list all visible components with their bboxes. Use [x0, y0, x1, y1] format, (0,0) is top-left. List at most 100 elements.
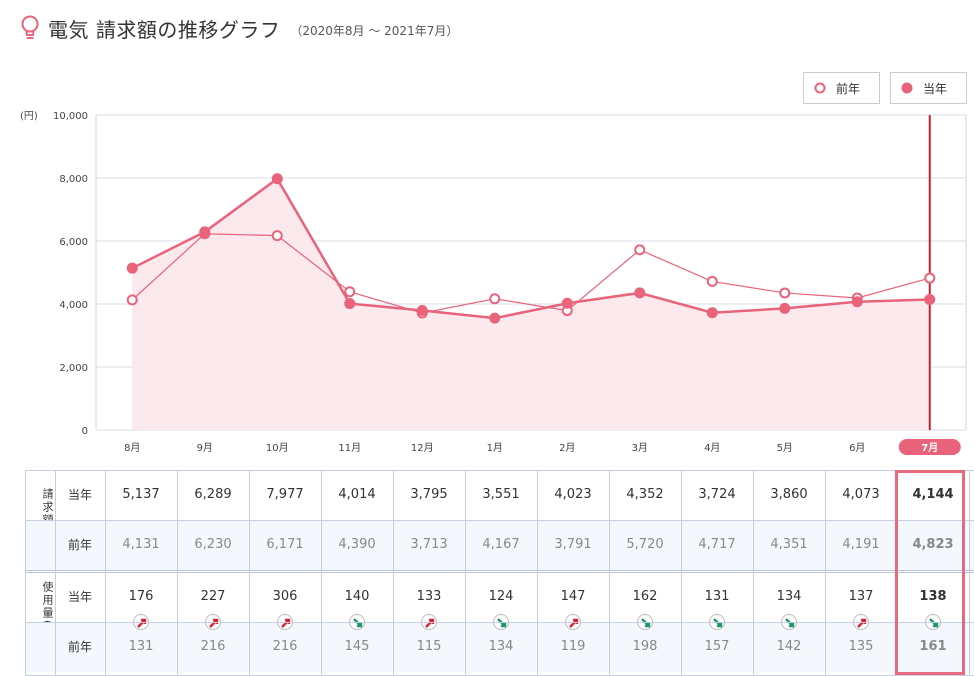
- table-cell: 306: [272, 589, 298, 604]
- table-cell: 161: [919, 639, 947, 654]
- table-cell: 134: [488, 639, 514, 654]
- row-label: 当年: [67, 590, 92, 604]
- current-year-point: [344, 298, 356, 310]
- table-cell: 133: [416, 589, 442, 604]
- column-divider: [393, 470, 394, 675]
- column-divider: [177, 470, 178, 675]
- table-cell: 140: [344, 589, 370, 604]
- x-tick-label: 12月: [411, 442, 434, 454]
- x-tick-label: 2月: [559, 442, 575, 454]
- table-cell: 6,289: [194, 487, 232, 502]
- table-cell: 4,014: [338, 487, 376, 502]
- column-divider: [537, 470, 538, 675]
- filled-circle-icon: [901, 82, 913, 94]
- table-cell: 4,351: [770, 537, 808, 552]
- x-tick-label: 1月: [487, 442, 503, 454]
- table-cell: 157: [704, 639, 730, 654]
- column-divider: [969, 470, 970, 675]
- current-year-line: [131, 176, 930, 320]
- row-divider: [25, 622, 974, 623]
- x-tick-label: 3月: [632, 442, 648, 454]
- current-area: [132, 178, 930, 430]
- column-divider: [681, 470, 682, 675]
- x-tick-label: 10月: [266, 442, 289, 454]
- legend-prev-button[interactable]: 前年: [803, 72, 880, 104]
- row-divider: [25, 570, 974, 571]
- table-cell: 131: [128, 639, 154, 654]
- table-cell: 4,390: [338, 537, 376, 552]
- x-tick-label: 4月: [704, 442, 720, 454]
- row-label: 当年: [67, 488, 92, 502]
- table-cell: 198: [632, 639, 658, 654]
- table-cell: 4,144: [912, 487, 954, 502]
- current-year-point: [489, 312, 501, 324]
- legend-current-button[interactable]: 当年: [890, 72, 967, 104]
- y-tick-label: 2,000: [59, 363, 88, 374]
- billing-line-chart: 0 2,000 4,000 6,000 8,000 10,000 (円) 8月 9月 10月 11月…: [20, 111, 967, 455]
- y-tick-label: 4,000: [59, 300, 88, 311]
- table-cell: 3,860: [770, 487, 808, 502]
- legend-current-label: 当年: [923, 81, 948, 96]
- table-cell: 3,724: [698, 487, 736, 502]
- x-tick-label: 11月: [338, 442, 361, 454]
- table-cell: 3,795: [410, 487, 448, 502]
- table-cell: 162: [632, 589, 658, 604]
- column-divider: [609, 470, 610, 675]
- previous-year-point: [344, 286, 356, 298]
- row-divider: [25, 572, 974, 573]
- previous-year-line: [131, 233, 930, 314]
- previous-year-point: [634, 244, 646, 256]
- previous-year-row: 前年 4,131 6,230 6,171 4,390 3,713 4,167 3,791 5,7…: [25, 520, 974, 570]
- table-cell: 115: [416, 639, 442, 654]
- current-year-point: [779, 302, 791, 314]
- table-cell: 6,230: [194, 537, 232, 552]
- table-cell: 4,167: [482, 537, 520, 552]
- current-year-point: [851, 296, 863, 308]
- current-year-point: [271, 173, 283, 185]
- table-cell: 4,191: [842, 537, 880, 552]
- table-cell: 135: [848, 639, 874, 654]
- table-cell: 4,023: [554, 487, 592, 502]
- current-year-point: [706, 307, 718, 319]
- previous-year-point: [706, 275, 718, 287]
- previous-year-point: [924, 272, 936, 284]
- column-divider: [897, 470, 898, 675]
- current-year-point: [561, 297, 573, 309]
- current-year-point: [924, 293, 936, 305]
- y-unit-label: (円): [20, 111, 38, 122]
- row-label: 前年: [67, 538, 92, 552]
- column-divider: [25, 470, 26, 675]
- table-cell: 4,073: [842, 487, 880, 502]
- row-label: 前年: [67, 640, 92, 654]
- table-cell: 145: [344, 639, 370, 654]
- x-tick-label: 8月: [124, 442, 140, 454]
- table-cell: 119: [560, 639, 586, 654]
- current-year-point: [126, 262, 138, 274]
- x-tick-label: 5月: [777, 442, 793, 454]
- table-cell: 131: [704, 589, 730, 604]
- table-cell: 147: [560, 589, 586, 604]
- table-cell: 4,131: [122, 537, 160, 552]
- y-tick-label: 6,000: [59, 237, 88, 248]
- x-tick-label: 6月: [849, 442, 865, 454]
- column-divider: [249, 470, 250, 675]
- table-cell: 216: [200, 639, 226, 654]
- column-divider: [465, 470, 466, 675]
- period-label: （2020年8月 ～ 2021年7月）: [290, 23, 459, 38]
- table-cell: 142: [776, 639, 802, 654]
- previous-year-point: [126, 294, 138, 306]
- x-tick-label-selected: 7月: [921, 442, 938, 454]
- table-cell: 4,823: [912, 537, 954, 552]
- page-header: 電気 請求額の推移グラフ （2020年8月 ～ 2021年7月）: [20, 10, 458, 46]
- lightbulb-icon: [20, 14, 40, 42]
- y-tick-label: 10,000: [53, 111, 88, 122]
- table-cell: 138: [919, 589, 947, 604]
- table-cell: 176: [128, 589, 154, 604]
- table-cell: 4,352: [626, 487, 664, 502]
- page-title: 電気 請求額の推移グラフ: [48, 17, 281, 42]
- y-tick-label: 8,000: [59, 174, 88, 185]
- column-divider: [55, 470, 56, 675]
- table-cell: 227: [200, 589, 226, 604]
- current-year-point: [199, 226, 211, 238]
- table-cell: 4,717: [698, 537, 736, 552]
